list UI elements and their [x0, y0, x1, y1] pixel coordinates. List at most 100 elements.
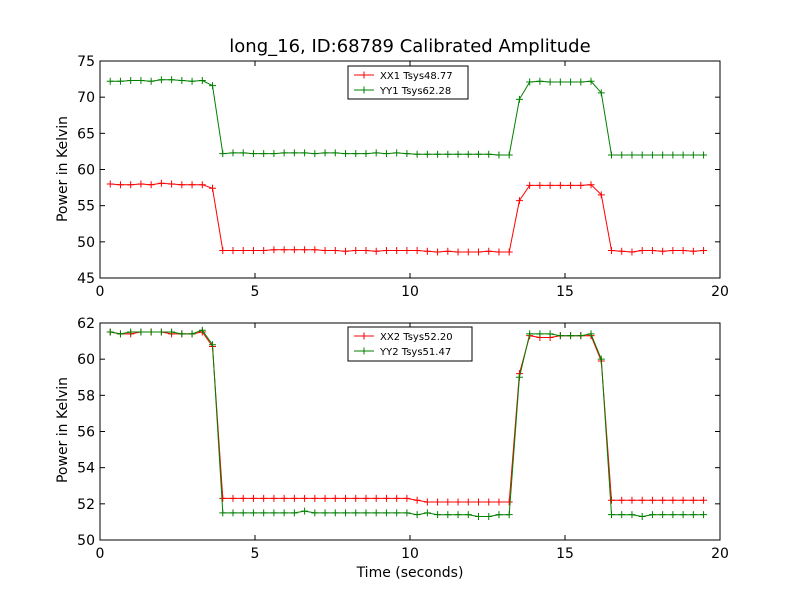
- data-point: [147, 328, 155, 336]
- data-point: [157, 179, 165, 187]
- data-point: [434, 498, 442, 506]
- data-point: [454, 150, 462, 158]
- y-tick-label: 52: [77, 497, 95, 513]
- y-tick-label: 54: [77, 461, 95, 477]
- data-point: [168, 180, 176, 188]
- bottom-y-axis-label: Power in Kelvin: [55, 377, 71, 483]
- data-point: [546, 181, 554, 189]
- data-point: [127, 181, 135, 189]
- data-point: [444, 150, 452, 158]
- data-point: [290, 149, 298, 157]
- y-tick-label: 62: [77, 316, 95, 332]
- data-point: [567, 78, 575, 86]
- data-point: [280, 509, 288, 517]
- y-tick-label: 56: [77, 425, 95, 441]
- data-point: [475, 512, 483, 520]
- data-point: [352, 247, 360, 255]
- data-point: [137, 77, 145, 85]
- chart-title: long_16, ID:68789 Calibrated Amplitude: [229, 36, 590, 57]
- data-point: [648, 151, 656, 159]
- y-tick-label: 50: [77, 533, 95, 549]
- x-tick-label: 5: [251, 284, 260, 300]
- data-point: [444, 511, 452, 519]
- x-tick-label: 10: [401, 284, 419, 300]
- data-point: [669, 151, 677, 159]
- data-point: [219, 509, 227, 517]
- data-point: [178, 77, 186, 85]
- legend: XX1 Tsys48.77 YY1 Tsys62.28: [347, 65, 469, 100]
- data-point: [209, 184, 217, 192]
- data-point: [659, 496, 667, 504]
- legend-marker: [360, 71, 368, 79]
- data-point: [638, 496, 646, 504]
- data-point: [331, 509, 339, 517]
- data-point: [362, 247, 370, 255]
- y-tick-label: 58: [77, 388, 95, 404]
- data-point: [434, 248, 442, 256]
- data-point: [311, 246, 319, 254]
- data-point: [689, 151, 697, 159]
- data-point: [362, 494, 370, 502]
- data-point: [372, 247, 380, 255]
- data-point: [403, 150, 411, 158]
- data-point: [229, 494, 237, 502]
- x-tick-label: 0: [96, 284, 105, 300]
- data-point: [618, 496, 626, 504]
- data-point: [301, 246, 309, 254]
- legend-label: XX1 Tsys48.77: [380, 71, 453, 82]
- data-point: [270, 246, 278, 254]
- data-point: [485, 498, 493, 506]
- data-point: [280, 246, 288, 254]
- data-point: [168, 76, 176, 84]
- y-tick-label: 70: [77, 90, 95, 106]
- data-point: [403, 247, 411, 255]
- bottom-plot: Power in Kelvin Time (seconds) 0 5 10 15 20 5…: [55, 316, 729, 581]
- x-tick-label: 10: [401, 546, 419, 562]
- data-point: [464, 511, 472, 519]
- data-point: [648, 247, 656, 255]
- data-point: [321, 247, 329, 255]
- data-point: [700, 247, 708, 255]
- data-point: [464, 150, 472, 158]
- data-point: [434, 511, 442, 519]
- data-point: [393, 247, 401, 255]
- data-point: [689, 247, 697, 255]
- legend-marker: [360, 332, 368, 340]
- data-point: [239, 149, 247, 157]
- data-point: [362, 509, 370, 517]
- data-point: [577, 78, 585, 86]
- data-point: [495, 498, 503, 506]
- data-point: [229, 149, 237, 157]
- data-point: [352, 150, 360, 158]
- data-point: [526, 78, 534, 86]
- data-point: [127, 328, 135, 336]
- data-point: [587, 330, 595, 338]
- data-point: [321, 149, 329, 157]
- y-tick-label: 60: [77, 352, 95, 368]
- data-point: [229, 509, 237, 517]
- data-point: [444, 247, 452, 255]
- data-point: [137, 180, 145, 188]
- data-point: [188, 330, 196, 338]
- data-point: [475, 498, 483, 506]
- data-point: [423, 247, 431, 255]
- top-y-axis-label: Power in Kelvin: [55, 116, 71, 222]
- data-point: [536, 77, 544, 85]
- data-point: [423, 150, 431, 158]
- data-point: [198, 326, 206, 334]
- data-point: [700, 151, 708, 159]
- data-point: [464, 248, 472, 256]
- data-point: [505, 151, 513, 159]
- data-point: [485, 247, 493, 255]
- data-point: [597, 191, 605, 199]
- data-point: [485, 150, 493, 158]
- data-point: [464, 498, 472, 506]
- data-point: [679, 247, 687, 255]
- data-point: [577, 181, 585, 189]
- data-point: [597, 89, 605, 97]
- data-point: [290, 246, 298, 254]
- data-point: [526, 181, 534, 189]
- data-point: [372, 149, 380, 157]
- data-point: [157, 76, 165, 84]
